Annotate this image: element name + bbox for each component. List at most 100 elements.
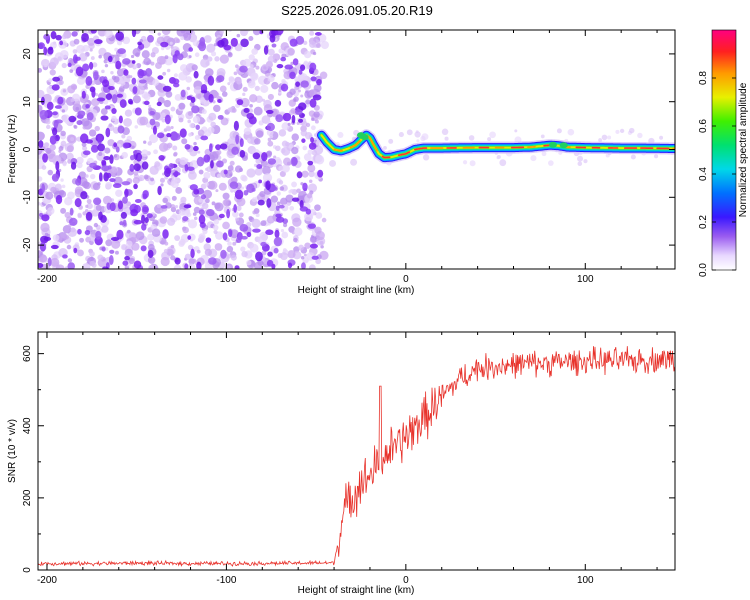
noise-blob [187, 111, 193, 117]
noise-blob [267, 55, 275, 63]
noise-blob [271, 81, 279, 90]
noise-blob [226, 245, 234, 253]
noise-blob [201, 109, 207, 115]
noise-peak [55, 161, 60, 171]
noise-blob [192, 115, 201, 124]
noise-blob [261, 98, 266, 102]
noise-blob [45, 119, 51, 125]
noise-peak [255, 251, 263, 262]
noise-peak [312, 94, 322, 101]
spectrogram-x-label: Height of straight line (km) [298, 285, 415, 296]
noise-blob [280, 228, 285, 233]
noise-blob [46, 207, 55, 215]
noise-blob [162, 197, 169, 204]
noise-peak [101, 165, 110, 172]
noise-blob [38, 68, 43, 73]
spectrogram-x-tick-label: 0 [403, 274, 409, 285]
noise-blob [163, 248, 169, 254]
noise-blob [82, 44, 90, 52]
noise-peak [162, 85, 172, 92]
noise-peak [299, 64, 306, 71]
noise-peak [177, 53, 184, 61]
noise-peak [236, 237, 242, 243]
noise-peak [69, 207, 74, 216]
noise-blob [261, 250, 267, 256]
noise-peak [147, 249, 154, 258]
halo-blob [619, 128, 625, 134]
noise-peak [301, 262, 306, 269]
noise-blob [214, 56, 220, 62]
noise-blob [40, 222, 50, 233]
noise-blob [250, 72, 258, 80]
noise-peak [314, 32, 322, 36]
noise-blob [154, 121, 160, 128]
noise-peak [105, 93, 113, 100]
noise-blob [283, 223, 288, 228]
noise-peak [129, 163, 135, 172]
noise-blob [210, 121, 216, 128]
noise-speckle [38, 30, 675, 269]
noise-peak [43, 34, 50, 40]
halo-blob [630, 154, 636, 160]
noise-blob [171, 195, 177, 201]
noise-blob [171, 178, 178, 185]
noise-blob [267, 137, 272, 142]
noise-blob [293, 237, 298, 243]
noise-blob [178, 71, 188, 81]
noise-peak [97, 134, 103, 145]
colorbar-tick-label: 0.8 [698, 71, 709, 85]
noise-blob [282, 248, 287, 253]
noise-peak [226, 208, 231, 219]
halo-blob [637, 132, 643, 139]
noise-blob [75, 106, 80, 111]
halo-blob [422, 154, 430, 161]
noise-blob [97, 254, 104, 261]
noise-peak [119, 99, 127, 108]
noise-peak [98, 211, 103, 221]
noise-peak [229, 181, 239, 190]
noise-peak [85, 76, 93, 86]
noise-peak [46, 101, 54, 111]
noise-blob [131, 145, 135, 149]
noise-peak [266, 198, 272, 208]
snr-x-tick-label: 0 [403, 575, 409, 586]
spectrogram-y-tick-label: 20 [22, 48, 33, 60]
noise-blob [211, 51, 217, 57]
noise-blob [69, 69, 74, 73]
noise-blob [290, 188, 294, 193]
noise-blob [243, 127, 252, 135]
noise-blob [167, 217, 176, 226]
noise-peak [243, 107, 250, 114]
noise-blob [41, 165, 47, 170]
noise-blob [72, 93, 80, 102]
ridge-core-segment [397, 151, 411, 156]
noise-blob [270, 195, 279, 203]
noise-blob [300, 94, 304, 98]
noise-blob [229, 173, 233, 177]
noise-blob [66, 152, 74, 161]
noise-blob [77, 249, 84, 257]
noise-blob [296, 188, 301, 193]
noise-blob [67, 191, 75, 200]
noise-peak [41, 183, 45, 194]
noise-peak [81, 32, 89, 42]
halo-blob [414, 131, 421, 138]
noise-peak [289, 38, 298, 47]
noise-peak [122, 196, 128, 204]
noise-blob [246, 168, 256, 178]
noise-peak [172, 78, 180, 85]
signal-ridge [315, 129, 675, 164]
noise-peak [243, 189, 249, 196]
noise-peak [43, 46, 48, 56]
noise-blob [150, 177, 155, 182]
noise-peak [105, 127, 111, 138]
halo-blob [388, 138, 394, 144]
noise-peak [208, 93, 214, 103]
colorbar-tick-label: 0.2 [698, 215, 709, 229]
noise-peak [200, 135, 209, 141]
noise-peak [309, 98, 317, 108]
noise-peak [71, 31, 78, 37]
noise-blob [61, 114, 70, 123]
noise-peak [261, 152, 268, 162]
snr-plot-area [38, 332, 675, 570]
